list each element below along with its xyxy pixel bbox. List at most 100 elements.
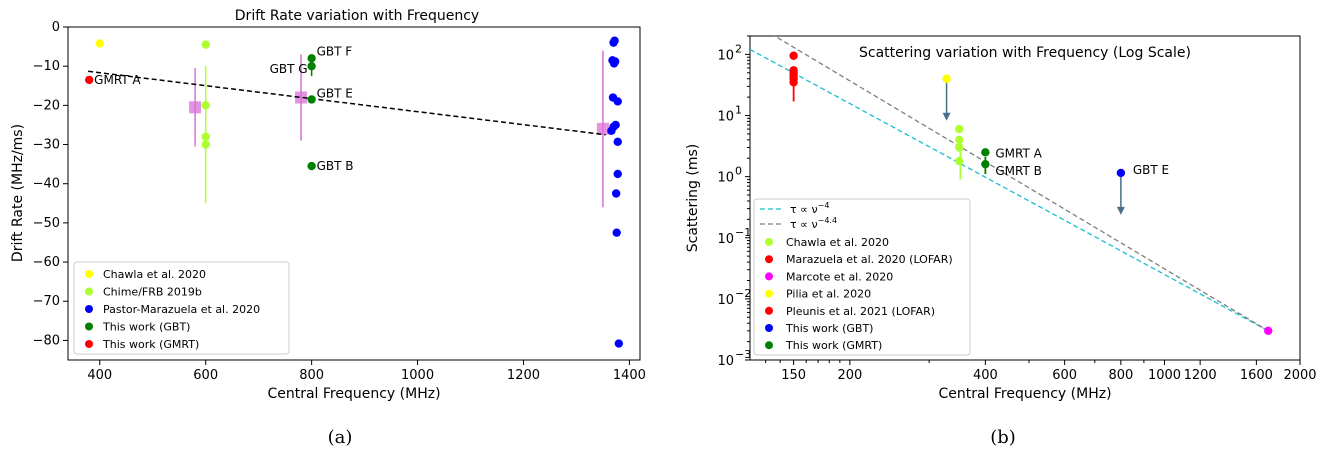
point-annotation: GBT B xyxy=(317,159,354,173)
panel-b-plot-frame xyxy=(749,35,1301,361)
power-law-line xyxy=(750,48,1269,332)
x-tick-label: 600 xyxy=(193,368,218,383)
x-tick-label: 200 xyxy=(837,368,862,383)
x-tick-label: 600 xyxy=(1052,368,1077,383)
point-annotation: GBT E xyxy=(317,86,353,100)
data-point xyxy=(1264,326,1273,336)
legend-marker xyxy=(85,340,93,348)
y-tick-label: 10 xyxy=(717,293,734,308)
y-tick-exponent: −1 xyxy=(735,226,751,239)
legend-marker xyxy=(765,289,773,298)
y-tick-exponent: 0 xyxy=(735,165,742,178)
panel-a-drift-rate: Drift Rate variation with Frequency 400 6… xyxy=(10,8,646,448)
panel-a-plot-frame xyxy=(67,26,641,361)
data-point xyxy=(789,51,798,60)
data-point xyxy=(201,132,210,141)
legend-label: Chawla et al. 2020 xyxy=(103,268,206,281)
data-point xyxy=(307,95,316,104)
data-point xyxy=(613,137,622,146)
data-point xyxy=(610,57,620,66)
x-tick-label: 1000 xyxy=(1148,368,1181,383)
data-point xyxy=(201,40,210,49)
legend-marker xyxy=(85,322,93,331)
data-point xyxy=(955,135,964,145)
data-point xyxy=(201,101,210,110)
legend-marker xyxy=(85,287,93,296)
data-point xyxy=(955,124,964,134)
data-point xyxy=(955,143,964,152)
data-point xyxy=(607,126,616,136)
panel-b-caption: (b) xyxy=(990,427,1016,448)
x-tick-label: 800 xyxy=(1108,368,1133,383)
legend-marker xyxy=(765,341,773,350)
legend-marker xyxy=(765,306,773,315)
data-point xyxy=(307,54,316,63)
legend-label: This work (GMRT) xyxy=(785,339,882,352)
legend-label: Marazuela et al. 2020 (LOFAR) xyxy=(786,253,953,266)
point-annotation: GMRT A xyxy=(995,146,1042,160)
legend-box xyxy=(73,261,290,355)
legend-label: This work (GMRT) xyxy=(102,338,199,351)
data-point xyxy=(84,75,94,85)
x-tick-label: 2000 xyxy=(1283,368,1316,383)
y-tick-label: −60 xyxy=(33,255,60,270)
upper-limit-arrowhead xyxy=(942,112,951,121)
data-point xyxy=(981,159,990,169)
x-tick-label: 400 xyxy=(87,368,112,383)
panel-b-xlabel: Central Frequency (MHz) xyxy=(938,386,1111,402)
data-point xyxy=(613,169,622,179)
x-tick-label: 1400 xyxy=(613,368,646,383)
x-tick-label: 800 xyxy=(299,368,324,383)
data-point xyxy=(955,156,964,166)
legend-box xyxy=(753,198,971,356)
legend-marker xyxy=(85,270,93,278)
point-annotation: GMRT B xyxy=(995,164,1042,178)
data-point xyxy=(610,36,619,45)
y-tick-label: −70 xyxy=(33,294,60,309)
data-point xyxy=(307,61,316,71)
fit-line xyxy=(88,70,606,136)
panel-a-marks: 400 600 800 1000 1200 1400 0 −10 −20 −30 −40 −50 −60… xyxy=(33,20,646,383)
panel-b-scattering: Scattering variation with Frequency (Log… xyxy=(685,35,1317,448)
data-point xyxy=(95,39,104,48)
y-tick-label: −80 xyxy=(33,333,60,348)
y-tick-label: −20 xyxy=(33,98,60,113)
legend-marker xyxy=(85,305,93,313)
legend-marker xyxy=(765,255,773,264)
data-point xyxy=(611,189,621,198)
y-tick-label: 10 xyxy=(717,171,734,186)
x-tick-label: 1600 xyxy=(1240,368,1273,383)
power-law-line xyxy=(773,36,1269,332)
y-tick-label: −50 xyxy=(33,216,60,231)
y-tick-label: 10 xyxy=(717,110,734,125)
point-annotation: GMRT A xyxy=(94,73,141,87)
y-tick-exponent: 1 xyxy=(735,104,742,117)
legend-marker xyxy=(765,272,773,281)
y-tick-label: 10 xyxy=(717,354,734,369)
panel-a-caption: (a) xyxy=(328,427,353,448)
y-tick-label: 10 xyxy=(717,232,734,247)
binned-point xyxy=(189,101,202,114)
y-tick-label: −40 xyxy=(33,177,60,192)
data-point xyxy=(307,161,316,171)
binned-point xyxy=(596,122,609,135)
legend-label: Chawla et al. 2020 xyxy=(786,236,889,249)
y-tick-exponent: 2 xyxy=(735,42,742,55)
legend-label: Pastor-Marazuela et al. 2020 xyxy=(103,303,260,316)
y-tick-label: 10 xyxy=(717,48,734,63)
panel-b-title: Scattering variation with Frequency (Log… xyxy=(859,45,1191,61)
legend-label: Chime/FRB 2019b xyxy=(103,286,202,299)
panel-a-title: Drift Rate variation with Frequency xyxy=(235,8,479,24)
legend-marker xyxy=(765,324,773,332)
x-tick-label: 400 xyxy=(973,368,998,383)
data-point xyxy=(614,339,624,348)
legend-label: Marcote et al. 2020 xyxy=(786,270,893,283)
legend-label: Pleunis et al. 2021 (LOFAR) xyxy=(786,305,935,318)
panel-a-xlabel: Central Frequency (MHz) xyxy=(267,386,440,402)
legend-label: This work (GBT) xyxy=(102,321,190,334)
data-point xyxy=(201,140,210,149)
legend-exponent: −4.4 xyxy=(818,216,837,225)
point-annotation: GBT F xyxy=(317,44,353,58)
data-point xyxy=(611,120,620,130)
